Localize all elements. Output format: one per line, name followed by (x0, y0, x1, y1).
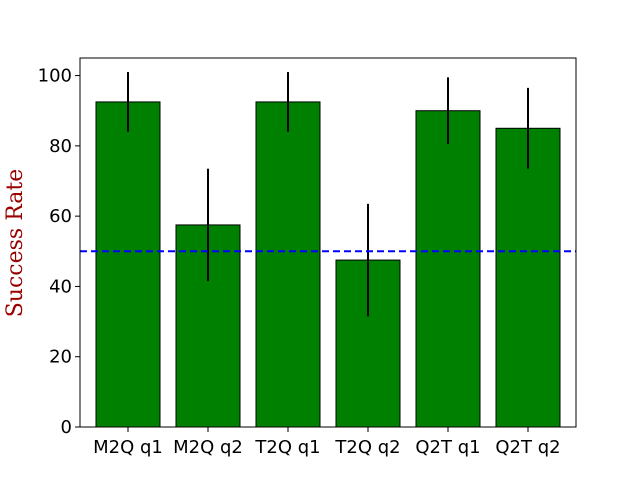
y-tick-label-2: 40 (49, 276, 72, 297)
y-axis: 0 20 40 60 80 100 (38, 66, 80, 438)
x-axis: M2Q q1 M2Q q2 T2Q q1 T2Q q2 Q2T q1 Q2T q2 (93, 427, 561, 458)
x-tick-label-2: T2Q q1 (254, 437, 320, 458)
y-axis-label: Success Rate (3, 169, 28, 318)
bars-layer (95, 101, 561, 428)
y-tick-label-0: 0 (61, 417, 72, 438)
x-tick-label-5: Q2T q2 (495, 437, 560, 458)
bar-4 (415, 110, 481, 428)
x-tick-label-3: T2Q q2 (334, 437, 400, 458)
y-tick-label-1: 20 (49, 347, 72, 368)
y-tick-label-5: 100 (38, 66, 72, 87)
bar-2 (255, 101, 321, 428)
error-bars-layer (127, 72, 529, 317)
plot-area-frame (79, 57, 577, 428)
bar-0 (95, 101, 161, 428)
x-tick-label-4: Q2T q1 (415, 437, 480, 458)
x-tick-label-0: M2Q q1 (93, 437, 163, 458)
bar-5 (495, 127, 561, 428)
y-tick-label-3: 60 (49, 206, 72, 227)
y-tick-label-4: 80 (49, 136, 72, 157)
x-tick-label-1: M2Q q2 (173, 437, 243, 458)
